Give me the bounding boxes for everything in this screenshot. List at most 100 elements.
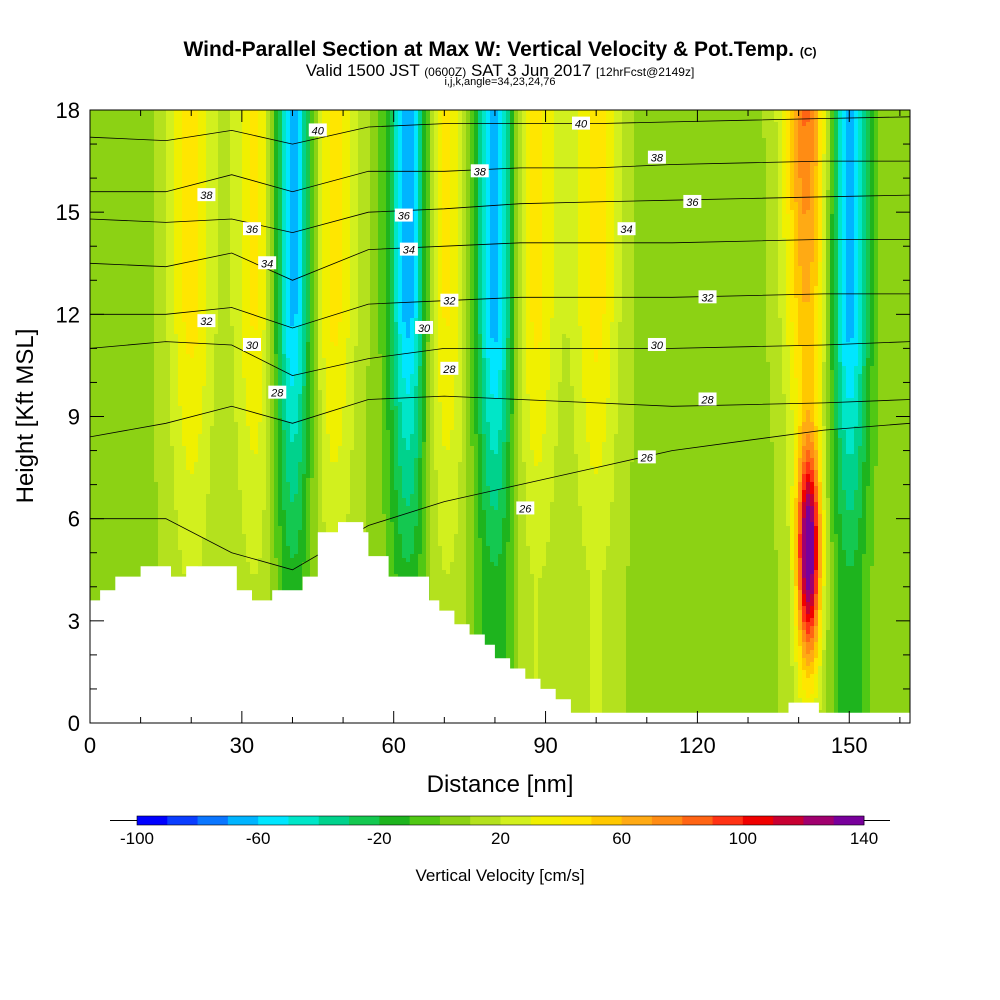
field-cell xyxy=(102,142,107,147)
field-cell xyxy=(446,118,451,123)
field-cell xyxy=(126,130,131,135)
field-cell xyxy=(382,178,387,183)
field-cell xyxy=(762,130,767,135)
field-cell xyxy=(414,150,419,155)
field-cell xyxy=(466,202,471,207)
field-cell xyxy=(226,142,231,147)
field-cell xyxy=(118,138,123,143)
field-cell xyxy=(594,202,599,207)
field-cell xyxy=(342,146,347,151)
field-cell xyxy=(146,122,151,127)
field-cell xyxy=(102,138,107,143)
field-cell xyxy=(894,110,899,115)
field-cell xyxy=(610,146,615,151)
field-cell xyxy=(354,158,359,163)
field-cell xyxy=(166,178,171,183)
field-cell xyxy=(706,202,711,207)
field-cell xyxy=(798,130,803,135)
field-cell xyxy=(434,202,439,207)
field-cell xyxy=(254,154,259,159)
field-cell xyxy=(206,130,211,135)
field-cell xyxy=(762,202,767,207)
field-cell xyxy=(218,170,223,175)
field-cell xyxy=(450,162,455,167)
field-cell xyxy=(206,118,211,123)
field-cell xyxy=(642,150,647,155)
field-cell xyxy=(670,178,675,183)
field-cell xyxy=(378,130,383,135)
field-cell xyxy=(246,114,251,119)
field-cell xyxy=(834,142,839,147)
field-cell xyxy=(134,142,139,147)
field-cell xyxy=(878,142,883,147)
field-cell xyxy=(738,174,743,179)
field-cell xyxy=(266,182,271,187)
field-cell xyxy=(734,130,739,135)
field-cell xyxy=(90,178,95,183)
field-cell xyxy=(426,150,431,155)
field-cell xyxy=(418,110,423,115)
field-cell xyxy=(94,202,99,207)
field-cell xyxy=(114,174,119,179)
field-cell xyxy=(222,118,227,123)
field-cell xyxy=(422,154,427,159)
field-cell xyxy=(826,186,831,191)
field-cell xyxy=(822,182,827,187)
field-cell xyxy=(886,190,891,195)
field-cell xyxy=(730,190,735,195)
field-cell xyxy=(818,166,823,171)
field-cell xyxy=(882,142,887,147)
field-cell xyxy=(718,186,723,191)
field-cell xyxy=(242,202,247,207)
field-cell xyxy=(270,178,275,183)
field-cell xyxy=(898,146,903,151)
field-cell xyxy=(762,194,767,199)
field-cell xyxy=(714,114,719,119)
field-cell xyxy=(526,182,531,187)
field-cell xyxy=(882,170,887,175)
field-cell xyxy=(506,190,511,195)
field-cell xyxy=(190,142,195,147)
field-cell xyxy=(402,142,407,147)
field-cell xyxy=(554,138,559,143)
field-cell xyxy=(286,134,291,139)
field-cell xyxy=(486,190,491,195)
field-cell xyxy=(130,114,135,119)
field-cell xyxy=(578,194,583,199)
field-cell xyxy=(890,190,895,195)
field-cell xyxy=(230,146,235,151)
field-cell xyxy=(498,178,503,183)
field-cell xyxy=(326,162,331,167)
field-cell xyxy=(786,190,791,195)
field-cell xyxy=(166,186,171,191)
field-cell xyxy=(618,166,623,171)
field-cell xyxy=(642,138,647,143)
field-cell xyxy=(422,194,427,199)
field-cell xyxy=(446,114,451,119)
field-cell xyxy=(526,110,531,115)
field-cell xyxy=(402,158,407,163)
field-cell xyxy=(806,154,811,159)
field-cell xyxy=(878,134,883,139)
field-cell xyxy=(806,130,811,135)
field-cell xyxy=(534,178,539,183)
field-cell xyxy=(194,126,199,131)
field-cell xyxy=(246,174,251,179)
field-cell xyxy=(486,162,491,167)
field-cell xyxy=(238,138,243,143)
field-cell xyxy=(446,182,451,187)
field-cell xyxy=(762,190,767,195)
field-cell xyxy=(634,186,639,191)
field-cell xyxy=(810,198,815,203)
field-cell xyxy=(566,194,571,199)
field-cell xyxy=(474,126,479,131)
field-cell xyxy=(238,202,243,207)
field-cell xyxy=(198,162,203,167)
field-cell xyxy=(682,158,687,163)
field-cell xyxy=(310,202,315,207)
field-cell xyxy=(338,166,343,171)
field-cell xyxy=(354,174,359,179)
field-cell xyxy=(378,110,383,115)
field-cell xyxy=(130,150,135,155)
